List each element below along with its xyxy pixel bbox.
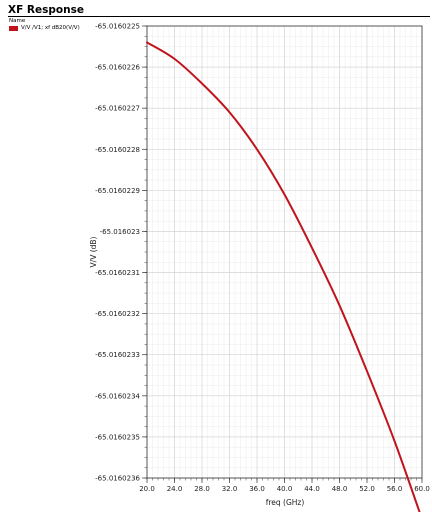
y-tick-label: -65.0160226 [95, 64, 140, 72]
x-tick-label: 24.0 [167, 485, 183, 493]
y-tick-label: -65.0160225 [95, 23, 140, 31]
y-axis-title: V/V (dB) [89, 236, 98, 267]
x-tick-label: 36.0 [249, 485, 265, 493]
y-tick-label: -65.0160234 [95, 392, 140, 400]
series-layer [146, 41, 422, 512]
legend-entry[interactable]: V/V /V1; xf dB20(V/V) [9, 25, 80, 31]
data-point [393, 440, 396, 442]
y-tick-label: -65.016023 [100, 228, 140, 236]
data-point [338, 304, 341, 307]
x-tick-label: 52.0 [359, 485, 375, 493]
x-tick-label: 60.0 [414, 485, 430, 493]
legend-header: Name [9, 18, 26, 24]
y-tick-label: -65.0160235 [95, 433, 140, 441]
x-tick-label: 48.0 [332, 485, 348, 493]
x-tick-label: 44.0 [304, 485, 320, 493]
x-tick-label: 56.0 [387, 485, 403, 493]
x-tick-label: 20.0 [139, 485, 155, 493]
x-tick-label: 32.0 [222, 485, 238, 493]
chart-title: XF Response [8, 4, 84, 16]
minor-ticks [144, 25, 423, 481]
data-point [228, 111, 231, 114]
x-axis: 20.0 24.0 28.0 32.0 36.0 40.0 44.0 48.0 52.0 56.0… [139, 478, 430, 493]
y-tick-label: -65.0160232 [95, 310, 140, 318]
data-point [311, 247, 313, 249]
x-tick-label: 28.0 [194, 485, 210, 493]
data-point [173, 58, 176, 60]
y-tick-label: -65.0160227 [95, 105, 140, 113]
grid [146, 25, 423, 479]
y-tick-label: -65.0160233 [95, 351, 140, 359]
title-divider [8, 16, 430, 17]
y-tick-label: -65.0160228 [95, 146, 140, 154]
legend-swatch [9, 25, 18, 31]
y-tick-label: -65.0160229 [95, 187, 140, 195]
x-axis-title: freq (GHz) [266, 498, 305, 507]
data-point [283, 193, 286, 196]
y-tick-label: -65.0160231 [95, 269, 140, 277]
y-tick-label: -65.0160236 [95, 475, 140, 483]
data-point [366, 370, 368, 372]
data-point [256, 148, 258, 151]
legend-label: V/V /V1; xf dB20(V/V) [21, 25, 80, 31]
data-point [146, 41, 148, 44]
series-line[interactable] [146, 41, 422, 512]
data-point [201, 82, 203, 85]
y-axis: -65.0160225 -65.0160226 -65.0160227 -65.016… [95, 23, 147, 483]
x-tick-label: 40.0 [277, 485, 293, 493]
